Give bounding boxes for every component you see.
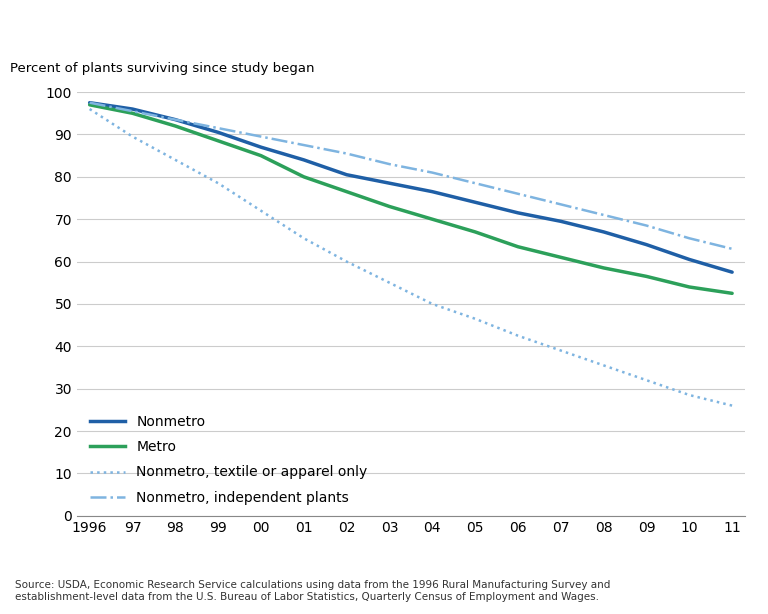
Text: Percent of plants surviving since study began: Percent of plants surviving since study …	[10, 62, 314, 75]
Text: Source: USDA, Economic Research Service calculations using data from the 1996 Ru: Source: USDA, Economic Research Service …	[15, 580, 611, 602]
Legend: Nonmetro, Metro, Nonmetro, textile or apparel only, Nonmetro, independent plants: Nonmetro, Metro, Nonmetro, textile or ap…	[91, 415, 368, 505]
Text: Annual survival rates for manufacturing establishments, 1996-2011: Annual survival rates for manufacturing …	[12, 24, 699, 42]
